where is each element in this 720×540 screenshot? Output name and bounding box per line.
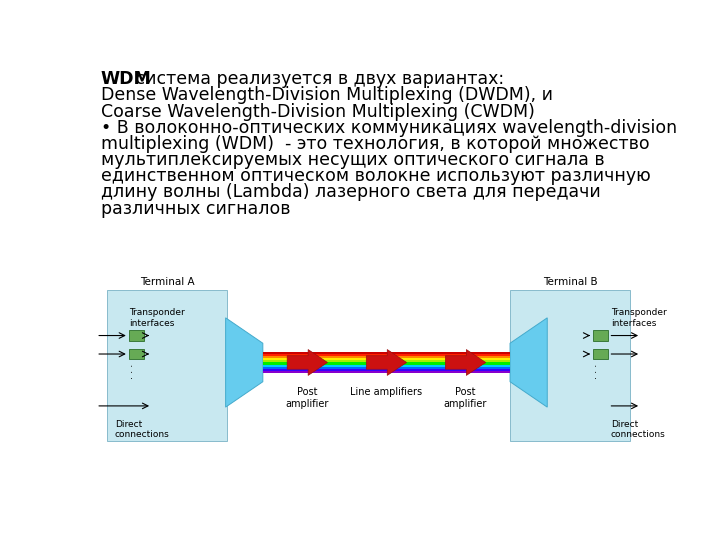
Text: различных сигналов: различных сигналов xyxy=(101,200,290,218)
Text: Dense Wavelength-Division Multiplexing (DWDM), и: Dense Wavelength-Division Multiplexing (… xyxy=(101,86,553,104)
Text: Transponder
interfaces: Transponder interfaces xyxy=(611,308,667,328)
FancyBboxPatch shape xyxy=(510,291,630,441)
Bar xyxy=(263,352,510,354)
Text: Coarse Wavelength-Division Multiplexing (CWDM): Coarse Wavelength-Division Multiplexing … xyxy=(101,103,535,120)
Polygon shape xyxy=(446,349,486,375)
Text: длину волны (Lambda) лазерного света для передачи: длину волны (Lambda) лазерного света для… xyxy=(101,184,600,201)
Text: Direct
connections: Direct connections xyxy=(611,420,665,439)
FancyBboxPatch shape xyxy=(593,330,608,341)
FancyBboxPatch shape xyxy=(129,330,144,341)
Text: • В волоконно-оптических коммуникациях wavelength-division: • В волоконно-оптических коммуникациях w… xyxy=(101,119,677,137)
Text: Post
amplifier: Post amplifier xyxy=(444,387,487,409)
Bar xyxy=(263,369,510,371)
Polygon shape xyxy=(287,349,328,375)
Polygon shape xyxy=(366,349,407,375)
Bar xyxy=(263,371,510,373)
FancyBboxPatch shape xyxy=(593,349,608,360)
Text: система реализуется в двух вариантах:: система реализуется в двух вариантах: xyxy=(130,70,504,88)
Polygon shape xyxy=(510,318,547,407)
Bar xyxy=(263,358,510,360)
Bar xyxy=(263,356,510,358)
Text: Transponder
interfaces: Transponder interfaces xyxy=(129,308,184,328)
Text: Post
amplifier: Post amplifier xyxy=(286,387,329,409)
Text: multiplexing (WDM)  - это технология, в которой множество: multiplexing (WDM) - это технология, в к… xyxy=(101,135,649,153)
Text: Terminal A: Terminal A xyxy=(140,276,194,287)
Bar xyxy=(263,360,510,362)
Text: Direct
connections: Direct connections xyxy=(114,420,169,439)
Text: Line amplifiers: Line amplifiers xyxy=(351,387,423,397)
Text: · · ·: · · · xyxy=(127,364,138,379)
Bar xyxy=(263,367,510,369)
Text: WDM: WDM xyxy=(101,70,152,88)
Bar xyxy=(263,364,510,367)
FancyBboxPatch shape xyxy=(129,349,144,360)
Text: мультиплексируемых несущих оптического сигнала в: мультиплексируемых несущих оптического с… xyxy=(101,151,605,169)
Polygon shape xyxy=(225,318,263,407)
Text: · · ·: · · · xyxy=(592,364,602,379)
Bar xyxy=(263,354,510,356)
Text: Terminal B: Terminal B xyxy=(543,276,598,287)
FancyBboxPatch shape xyxy=(107,291,228,441)
Bar xyxy=(263,362,510,365)
Text: единственном оптическом волокне используют различную: единственном оптическом волокне использу… xyxy=(101,167,651,185)
